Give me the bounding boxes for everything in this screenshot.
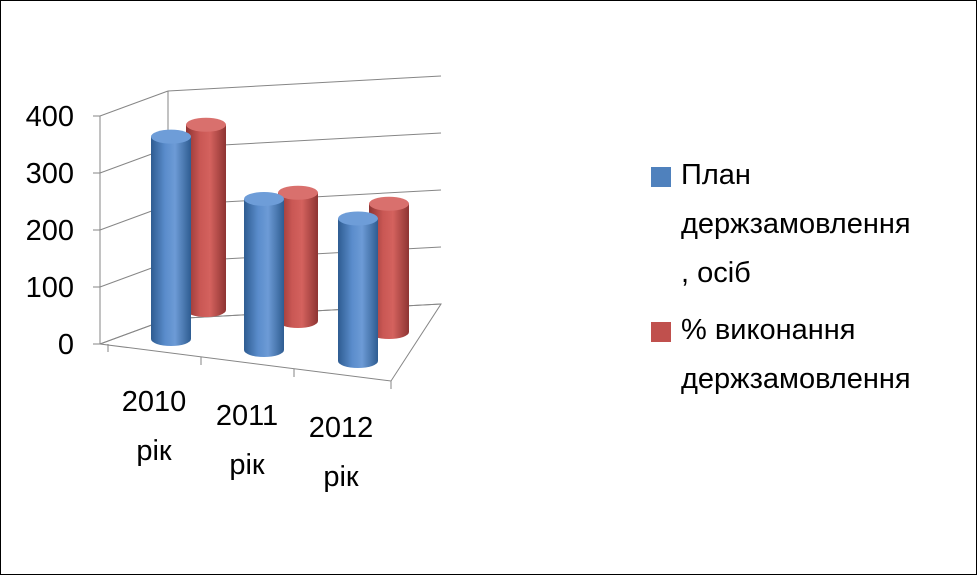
y-tick-label: 100 bbox=[26, 272, 74, 304]
legend-swatch-plan bbox=[651, 167, 671, 187]
y-tick-label: 200 bbox=[26, 215, 74, 247]
side-gridline bbox=[99, 90, 169, 117]
bar-plan-1 bbox=[244, 191, 284, 357]
y-tick-label: 300 bbox=[26, 158, 74, 190]
back-gridline bbox=[167, 75, 442, 92]
legend-label-percent: % виконання держзамовлення bbox=[681, 314, 911, 395]
x-category-label: 2012 рік bbox=[309, 412, 374, 493]
bar-percent-1 bbox=[278, 185, 318, 328]
bar-plan-0 bbox=[151, 129, 191, 346]
bar-percent-2 bbox=[369, 196, 409, 339]
bar-plan-2 bbox=[338, 211, 378, 368]
y-tick-label: 0 bbox=[58, 329, 74, 361]
x-category-label: 2011 рік bbox=[216, 400, 278, 481]
x-category-label: 2010 рік bbox=[122, 386, 187, 467]
legend-swatch-percent bbox=[651, 322, 671, 342]
legend: План держзамовлення , осіб % виконання д… bbox=[651, 151, 971, 412]
legend-item-percent: % виконання держзамовлення bbox=[651, 306, 971, 404]
y-tick-label: 400 bbox=[26, 101, 74, 133]
legend-item-plan: План держзамовлення , осіб bbox=[651, 151, 971, 298]
legend-label-plan: План держзамовлення , осіб bbox=[681, 159, 911, 289]
floor bbox=[99, 303, 442, 382]
bar-percent-0 bbox=[186, 117, 226, 317]
